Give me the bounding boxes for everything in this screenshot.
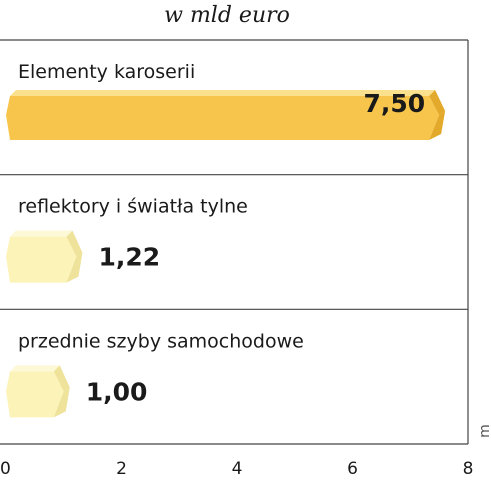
bar-top-facet — [10, 230, 73, 237]
bar-end-facet-upper — [429, 90, 446, 115]
bar-row: Elementy karoserii 7,50 — [6, 61, 446, 140]
bar-end-facet-upper — [66, 230, 83, 257]
bar-row: przednie szyby samochodowe 1,00 — [6, 330, 304, 418]
bar — [6, 371, 64, 418]
bar-end-facet-lower — [53, 387, 70, 418]
value-label: 1,22 — [98, 243, 160, 272]
tick-label: 8 — [463, 459, 474, 479]
chart-frame — [0, 39, 469, 445]
tick-label: 0 — [0, 459, 11, 479]
chart-subtitle: w mld euro — [164, 3, 290, 28]
bar-row: reflektory i światła tylne 1,22 — [6, 196, 248, 283]
tick-label: 4 — [232, 459, 243, 479]
bar-end-facet-lower — [66, 252, 83, 283]
tick-label: 2 — [116, 459, 127, 479]
bar-rows: Elementy karoserii 7,50 reflektory i świat… — [6, 61, 446, 418]
bar — [6, 96, 440, 140]
value-label: 7,50 — [363, 89, 425, 118]
category-label: przednie szyby samochodowe — [18, 330, 304, 352]
bar-end-facet-lower — [429, 111, 446, 140]
side-mark: m — [477, 424, 491, 438]
bar-top-facet — [10, 365, 60, 372]
bar-top-facet — [10, 90, 436, 96]
bar-end-facet-upper — [53, 365, 70, 392]
value-label: 1,00 — [86, 377, 148, 406]
tick-label: 6 — [347, 459, 358, 479]
category-label: Elementy karoserii — [18, 61, 195, 83]
bar — [6, 236, 77, 283]
x-axis: 0 2 4 6 8 — [0, 459, 473, 479]
category-label: reflektory i światła tylne — [18, 196, 248, 218]
